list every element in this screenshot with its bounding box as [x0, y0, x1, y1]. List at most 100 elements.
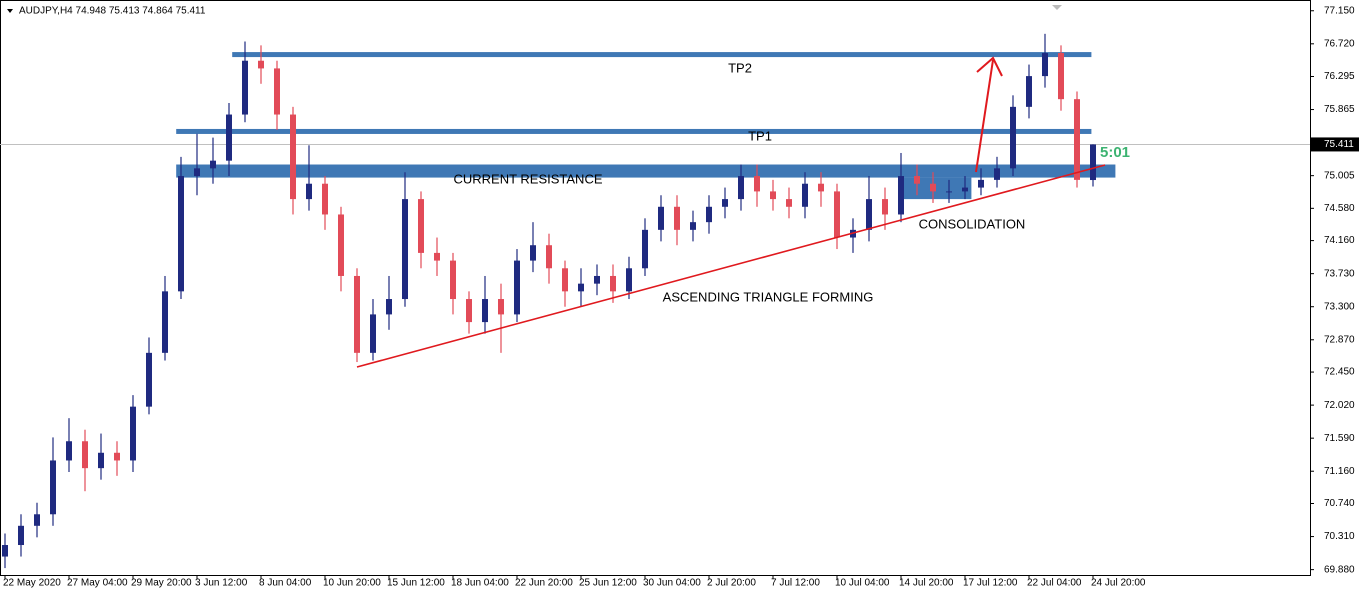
y-tick-label: 70.310 [1324, 531, 1355, 542]
candle-body [594, 275, 600, 284]
y-tick-label: 69.880 [1324, 564, 1355, 575]
candle-body [498, 299, 504, 315]
candle-body [434, 252, 440, 261]
candle-body [530, 245, 536, 261]
candle-body [66, 441, 72, 461]
candle-body [1074, 99, 1080, 180]
x-tick-label: 2 Jul 20:00 [707, 578, 756, 589]
candle-body [882, 199, 888, 215]
resistance-label: CURRENT RESISTANCE [453, 171, 602, 186]
candle-body [82, 441, 88, 469]
x-tick-label: 10 Jul 04:00 [835, 578, 890, 589]
x-tick-label: 7 Jul 12:00 [771, 578, 820, 589]
trend-line [356, 164, 1106, 368]
candle-body [658, 206, 664, 230]
candle-body [354, 275, 360, 353]
candle-body [146, 352, 152, 407]
candle-body [562, 268, 568, 292]
candle-body [2, 545, 8, 557]
menu-arrow[interactable] [7, 9, 13, 13]
candle-body [514, 260, 520, 315]
candle-body [834, 191, 840, 238]
shift-marker [1052, 5, 1062, 10]
y-tick-label: 74.580 [1324, 203, 1355, 214]
x-tick-label: 30 Jun 04:00 [643, 578, 701, 589]
candle-body [482, 299, 488, 323]
y-tick-label: 72.020 [1324, 400, 1355, 411]
candle-body [386, 299, 392, 315]
y-tick-label: 71.160 [1324, 466, 1355, 477]
candle-body [178, 176, 184, 292]
candle-body [690, 222, 696, 230]
x-tick-label: 24 Jul 20:00 [1091, 578, 1146, 589]
candle-body [322, 183, 328, 215]
candle-body [242, 60, 248, 115]
x-tick-label: 22 May 2020 [3, 578, 61, 589]
y-tick-label: 74.160 [1324, 235, 1355, 246]
candle-body [450, 260, 456, 300]
candle-body [290, 114, 296, 200]
candle-body [162, 291, 168, 353]
y-tick-label: 75.005 [1324, 170, 1355, 181]
x-tick-label: 15 Jun 12:00 [387, 578, 445, 589]
candle-body [130, 406, 136, 461]
x-tick-label: 8 Jun 04:00 [259, 578, 312, 589]
y-tick-label: 73.730 [1324, 268, 1355, 279]
candle-body [546, 245, 552, 269]
target-level [176, 128, 1092, 134]
chart-title: AUDJPY,H4 74.948 75.413 74.864 75.411 [19, 6, 206, 17]
candle-body [18, 525, 24, 546]
candle-body [418, 199, 424, 253]
tp2-label: TP2 [728, 60, 752, 75]
y-tick-label: 75.865 [1324, 104, 1355, 115]
current-price-label: 75.411 [1324, 139, 1354, 150]
candle-body [1010, 106, 1016, 169]
candle-body [114, 452, 120, 461]
y-tick-label: 70.740 [1324, 498, 1355, 509]
candle-body [50, 460, 56, 515]
candle-body [930, 183, 936, 192]
candle-body [226, 114, 232, 161]
y-tick-label: 76.295 [1324, 71, 1355, 82]
candle-body [722, 199, 728, 207]
candle-body [978, 179, 984, 188]
candle-timer: 5:01 [1100, 144, 1130, 161]
candle-body [578, 283, 584, 292]
consolidation-label: CONSOLIDATION [919, 216, 1026, 231]
x-tick-label: 27 May 04:00 [67, 578, 128, 589]
candle-body [754, 176, 760, 192]
x-tick-label: 18 Jun 04:00 [451, 578, 509, 589]
candle-body [1058, 53, 1064, 100]
y-tick-label: 77.150 [1324, 5, 1355, 16]
candle-body [674, 206, 680, 230]
candle-body [962, 187, 968, 192]
candle-body [370, 314, 376, 353]
resistance-zone [176, 164, 1116, 178]
candle-body [610, 275, 616, 292]
y-tick-label: 71.590 [1324, 433, 1355, 444]
y-tick-label: 76.720 [1324, 38, 1355, 49]
x-tick-label: 10 Jun 20:00 [323, 578, 381, 589]
triangle-label: ASCENDING TRIANGLE FORMING [663, 289, 874, 304]
candle-body [98, 452, 104, 469]
candle-body [258, 60, 264, 69]
candle-body [802, 183, 808, 207]
candle-body [914, 176, 920, 184]
y-tick-label: 72.450 [1324, 367, 1355, 378]
current-price-box [1311, 137, 1359, 152]
candle-body [706, 206, 712, 223]
candle-body [194, 168, 200, 177]
x-tick-label: 14 Jul 20:00 [899, 578, 954, 589]
candle-body [34, 514, 40, 526]
x-tick-label: 25 Jun 12:00 [579, 578, 637, 589]
candle-body [626, 268, 632, 292]
candle-body [946, 191, 952, 193]
candle-body [402, 199, 408, 300]
candle-body [866, 199, 872, 230]
candle-body [786, 199, 792, 207]
candle-body [338, 214, 344, 276]
x-tick-label: 3 Jun 12:00 [195, 578, 248, 589]
tp1-label: TP1 [748, 128, 772, 143]
